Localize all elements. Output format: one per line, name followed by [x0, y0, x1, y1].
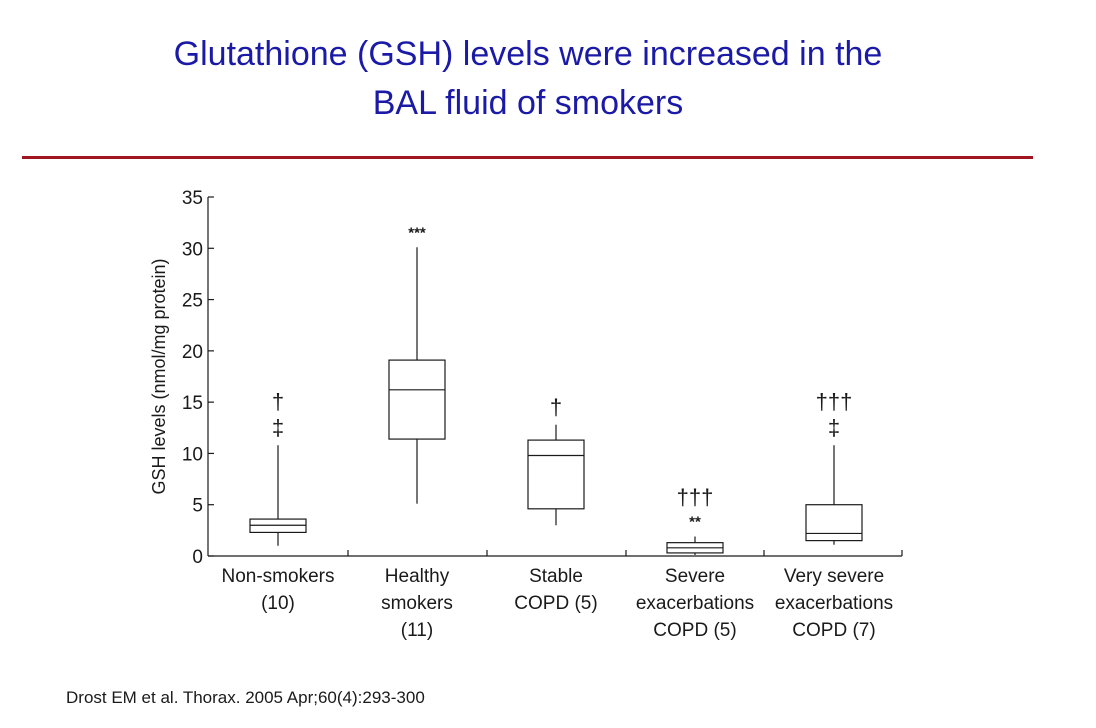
x-category-label: Stable: [529, 566, 583, 587]
significance-marker: †††: [677, 485, 714, 510]
significance-marker: †: [550, 395, 562, 420]
significance-marker: ***: [408, 224, 426, 241]
title-divider-line: [22, 156, 1033, 159]
y-tick-label: 0: [192, 547, 203, 568]
slide-title-line-2: BAL fluid of smokers: [372, 84, 684, 122]
significance-marker: †: [272, 389, 284, 414]
significance-marker: ‡: [272, 415, 284, 440]
significance-marker: **: [689, 514, 701, 531]
slide-title: Glutathione (GSH) levels were increased …: [0, 30, 1056, 128]
significance-marker: ‡: [828, 415, 840, 440]
slide-title-line-1: Glutathione (GSH) levels were increased …: [173, 35, 883, 73]
x-category-label: COPD (5): [653, 620, 736, 641]
x-category-label: exacerbations: [775, 593, 893, 614]
x-category-label: Severe: [665, 566, 725, 587]
x-category-label: (11): [401, 620, 433, 641]
y-tick-label: 20: [182, 342, 203, 363]
x-category-label: Very severe: [784, 566, 884, 587]
x-category-label: smokers: [381, 593, 453, 614]
y-tick-label: 10: [182, 444, 203, 465]
significance-marker: †††: [816, 389, 853, 414]
box-plot-chart: 0 5 10 15 20 25 30 35 GSH levels (nmol/mg protei…: [149, 188, 903, 641]
title-divider: [22, 156, 1033, 159]
x-category-label: Healthy: [385, 566, 450, 587]
citation: Drost EM et al. Thorax. 2005 Apr;60(4):2…: [66, 688, 425, 707]
y-tick-label: 25: [182, 291, 203, 312]
y-tick-label: 15: [182, 393, 203, 414]
y-tick-label: 30: [182, 239, 203, 260]
y-tick-label: 5: [192, 496, 203, 517]
y-tick-label: 35: [182, 188, 203, 209]
x-category-label: (10): [261, 593, 295, 614]
x-category-label: exacerbations: [636, 593, 754, 614]
x-category-label: Non-smokers: [222, 566, 335, 587]
y-axis-label: GSH levels (nmol/mg protein): [149, 258, 169, 494]
x-category-label: COPD (7): [792, 620, 875, 641]
box-iqr: [388, 359, 446, 440]
box-iqr: [805, 504, 863, 542]
box-iqr: [527, 439, 585, 510]
x-category-label: COPD (5): [514, 593, 597, 614]
